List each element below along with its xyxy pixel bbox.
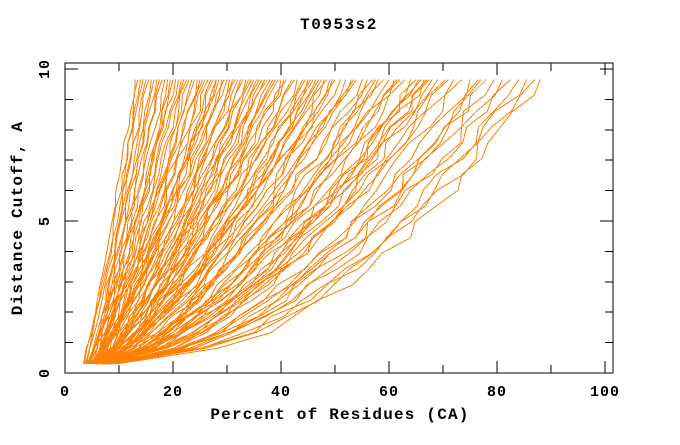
model-curve — [89, 79, 214, 365]
model-curve — [93, 79, 241, 365]
model-curve — [116, 79, 541, 365]
model-curve — [98, 79, 285, 365]
x-tick-label: 100 — [590, 384, 620, 401]
model-curve — [88, 79, 179, 365]
model-curve — [94, 79, 260, 365]
model-curve — [90, 79, 198, 365]
model-curve — [87, 79, 196, 365]
model-curve — [98, 79, 250, 365]
model-curve — [97, 79, 174, 365]
model-curve — [104, 79, 412, 365]
model-curve — [84, 79, 142, 364]
model-curve — [91, 79, 182, 365]
model-curve — [97, 79, 358, 365]
x-tick-label: 20 — [163, 384, 183, 401]
model-curve — [108, 79, 449, 365]
model-curve — [86, 79, 177, 365]
y-tick-label: 10 — [37, 59, 54, 79]
model-curve — [112, 79, 528, 365]
model-curve — [91, 79, 220, 365]
model-curve — [108, 79, 511, 365]
model-curve — [92, 79, 239, 365]
model-curve — [106, 79, 503, 365]
y-tick-label: 0 — [37, 368, 54, 378]
model-curve — [114, 79, 536, 365]
x-axis-label: Percent of Residues (CA) — [210, 406, 469, 424]
model-curve — [95, 79, 139, 365]
model-curve — [111, 79, 333, 365]
model-curve — [101, 79, 401, 365]
x-tick-label: 40 — [271, 384, 291, 401]
model-curve — [110, 79, 355, 365]
model-curve — [97, 79, 266, 365]
model-curve — [107, 79, 455, 365]
x-tick-label: 60 — [379, 384, 399, 401]
model-curve — [102, 79, 341, 365]
model-curve — [96, 79, 322, 365]
model-curve — [108, 79, 376, 365]
axes-layer — [64, 62, 614, 374]
model-curve — [98, 79, 331, 365]
model-curve — [94, 79, 320, 365]
model-curve — [101, 79, 368, 365]
model-curve — [95, 79, 279, 365]
model-curve — [109, 79, 398, 365]
model-curves-layer — [83, 79, 541, 365]
model-curve — [101, 79, 271, 365]
x-tick-label: 0 — [60, 384, 70, 401]
model-curve — [99, 79, 212, 365]
model-curve — [110, 79, 482, 365]
model-curve — [102, 79, 255, 365]
chart-title: T0953s2 — [300, 16, 378, 34]
model-curve — [99, 79, 363, 365]
x-tick-label: 80 — [487, 384, 507, 401]
tick-labels-layer: 0 20 40 60 80 100 0 5 10 — [37, 59, 620, 401]
model-curve — [115, 79, 487, 365]
model-curve — [94, 79, 298, 365]
model-curve — [104, 79, 447, 365]
y-tick-label: 5 — [37, 216, 54, 226]
model-curve — [98, 79, 209, 365]
model-curve — [102, 79, 425, 365]
y-axis-label: Distance Cutoff, A — [9, 121, 27, 315]
model-curve — [97, 79, 325, 365]
plot-frame — [64, 62, 614, 374]
model-curve — [92, 79, 163, 365]
model-curve — [103, 79, 406, 365]
model-curve — [100, 79, 336, 365]
